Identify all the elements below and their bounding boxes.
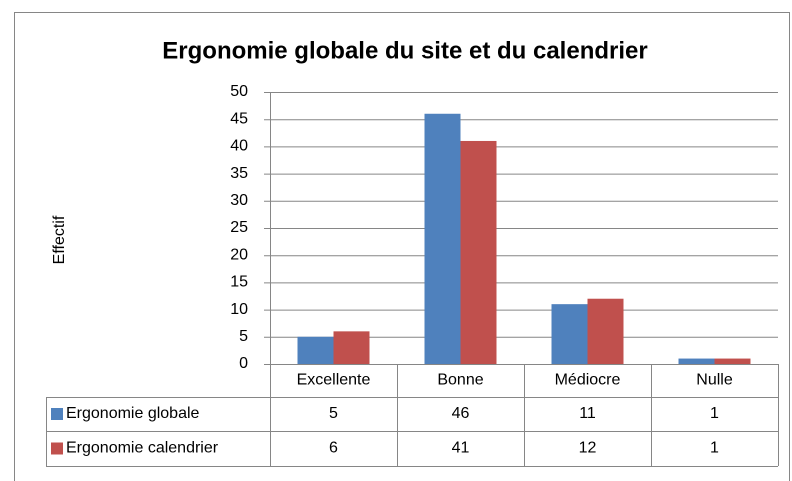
y-axis-label: Effectif <box>51 215 68 264</box>
table-value: 12 <box>579 440 597 457</box>
legend-label: Ergonomie globale <box>66 405 200 422</box>
y-tick-label: 30 <box>230 192 248 209</box>
table-value: 46 <box>452 405 470 422</box>
y-tick-label: 35 <box>230 165 248 182</box>
y-tick-label: 25 <box>230 219 248 236</box>
bar <box>714 358 751 364</box>
chart-title: Ergonomie globale du site et du calendri… <box>162 37 647 64</box>
y-tick-label: 10 <box>230 301 248 318</box>
x-tick-label: Bonne <box>437 372 483 389</box>
y-tick-label: 20 <box>230 246 248 263</box>
x-tick-label: Nulle <box>696 372 733 389</box>
legend-key <box>51 442 63 455</box>
table-value: 41 <box>452 440 470 457</box>
table-value: 6 <box>329 440 338 457</box>
chart-border <box>14 12 790 481</box>
bar <box>460 140 497 364</box>
bar <box>587 298 624 364</box>
legend-key <box>51 408 63 420</box>
x-tick-label: Médiocre <box>555 372 621 389</box>
bar <box>678 358 715 364</box>
table-value: 11 <box>579 405 596 422</box>
y-tick-label: 5 <box>239 328 248 345</box>
table-value: 1 <box>710 405 719 422</box>
y-tick-label: 45 <box>230 110 248 127</box>
bar <box>333 331 370 364</box>
legend-label: Ergonomie calendrier <box>66 440 219 457</box>
bar <box>551 304 588 364</box>
y-tick-label: 40 <box>230 138 248 155</box>
bar <box>424 113 461 364</box>
table-value: 1 <box>710 440 719 457</box>
y-tick-label: 50 <box>230 83 248 100</box>
y-tick-label: 0 <box>239 355 248 372</box>
x-tick-label: Excellente <box>297 372 371 389</box>
y-tick-label: 15 <box>230 274 248 291</box>
bar <box>297 336 334 364</box>
table-value: 5 <box>329 405 338 422</box>
